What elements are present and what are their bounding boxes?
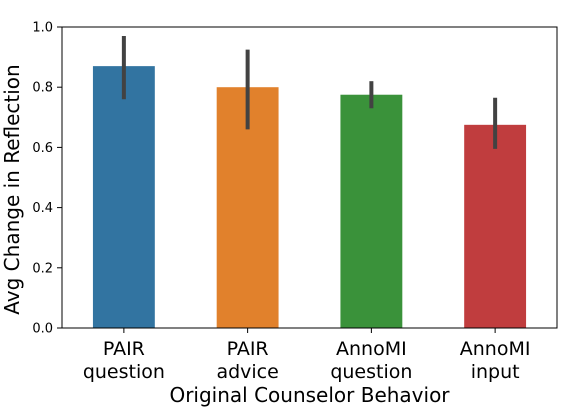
x-tick-label-0: PAIR question — [83, 338, 165, 383]
bar-3 — [464, 124, 527, 328]
y-tick-label-5: 1.0 — [32, 21, 53, 36]
bars-layer — [92, 66, 527, 328]
bar-2 — [340, 94, 403, 328]
plot-area-frame — [61, 26, 558, 329]
x-axis-label: Original Counselor Behavior — [169, 383, 450, 407]
x-tick-label-3: AnnoMI input — [460, 338, 531, 383]
y-tick-label-1: 0.2 — [32, 261, 53, 276]
bar-0 — [92, 66, 155, 328]
y-tick-label-2: 0.4 — [32, 201, 53, 216]
y-tick-label-4: 0.8 — [32, 81, 53, 96]
y-tick-label-0: 0.0 — [32, 322, 53, 337]
y-axis: 0.0 0.2 0.4 0.6 0.8 1.0 — [32, 21, 62, 337]
x-axis: PAIR question PAIR advice AnnoMI question Anno… — [83, 328, 531, 383]
error-bars-layer — [121, 36, 498, 149]
x-tick-label-2: AnnoMI question — [330, 338, 412, 383]
y-tick-label-3: 0.6 — [32, 141, 53, 156]
x-tick-label-1: PAIR advice — [216, 338, 278, 383]
y-axis-label: Avg Change in Reflection — [0, 64, 24, 314]
